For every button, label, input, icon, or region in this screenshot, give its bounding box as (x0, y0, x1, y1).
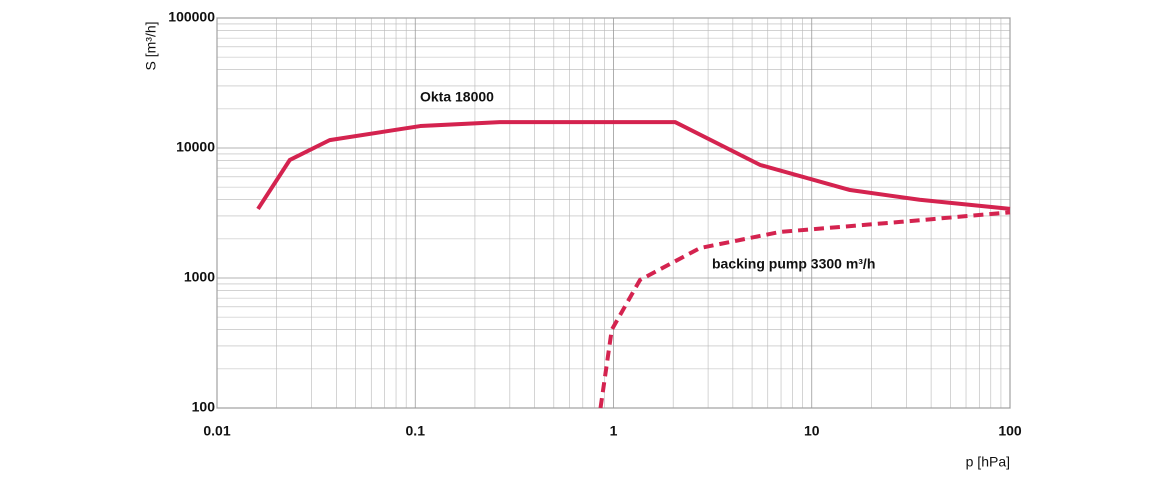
x-tick-label: 1 (610, 423, 618, 439)
x-tick-label: 0.01 (203, 423, 230, 439)
x-axis-label: p [hPa] (966, 454, 1010, 470)
series-line (598, 210, 1011, 409)
x-tick-label: 10 (804, 423, 820, 439)
x-tick-label: 100 (998, 423, 1022, 439)
x-tick-label: 0.1 (406, 423, 426, 439)
series-line (256, 120, 1011, 211)
y-tick-label: 10000 (176, 139, 215, 155)
series-label: backing pump 3300 m³/h (712, 256, 875, 272)
series-label: Okta 18000 (420, 89, 494, 105)
y-tick-label: 1000 (184, 269, 215, 285)
y-tick-label: 100 (192, 399, 216, 415)
y-axis-label: S [m³/h] (143, 21, 159, 70)
y-tick-label: 100000 (168, 9, 215, 25)
